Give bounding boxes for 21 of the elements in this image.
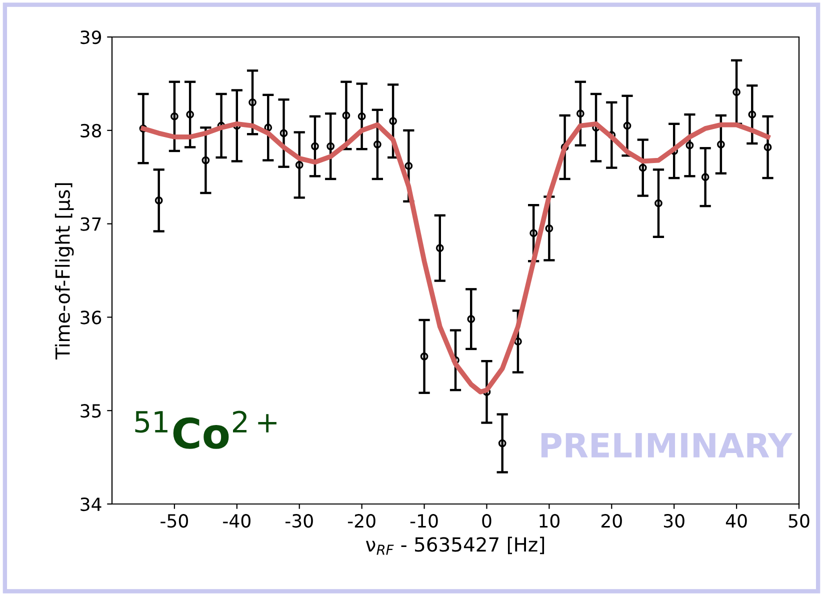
x-tick-label: 10 xyxy=(540,514,560,528)
x-tick-label: 40 xyxy=(726,514,747,528)
y-tick-label: 35 xyxy=(80,404,101,418)
x-tick-label: -30 xyxy=(286,514,313,528)
x-tick-label: 20 xyxy=(601,514,622,528)
y-tick-label: 37 xyxy=(80,217,101,231)
y-tick-label: 38 xyxy=(80,124,102,138)
annotation: $^{51}$Co$^{2+}$ xyxy=(135,410,276,449)
x-tick-label: -10 xyxy=(410,514,438,528)
x-tick-label: -40 xyxy=(223,514,250,528)
x-tick-label: -20 xyxy=(348,514,376,528)
x-tick-label: 0 xyxy=(482,514,492,528)
x-tick-label: 30 xyxy=(664,514,684,528)
y-axis-title: Time-of-Flight [μs] xyxy=(54,183,74,360)
y-tick-label: 34 xyxy=(80,497,102,512)
annotation: PRELIMINARY xyxy=(541,433,792,458)
x-tick-label: -50 xyxy=(160,514,188,528)
y-tick-label: 36 xyxy=(80,310,102,324)
x-axis-title: ν$_{RF}$ - 5635427 [Hz] xyxy=(366,536,544,555)
y-tick-label: 39 xyxy=(80,30,102,44)
x-tick-label: 50 xyxy=(788,514,810,528)
